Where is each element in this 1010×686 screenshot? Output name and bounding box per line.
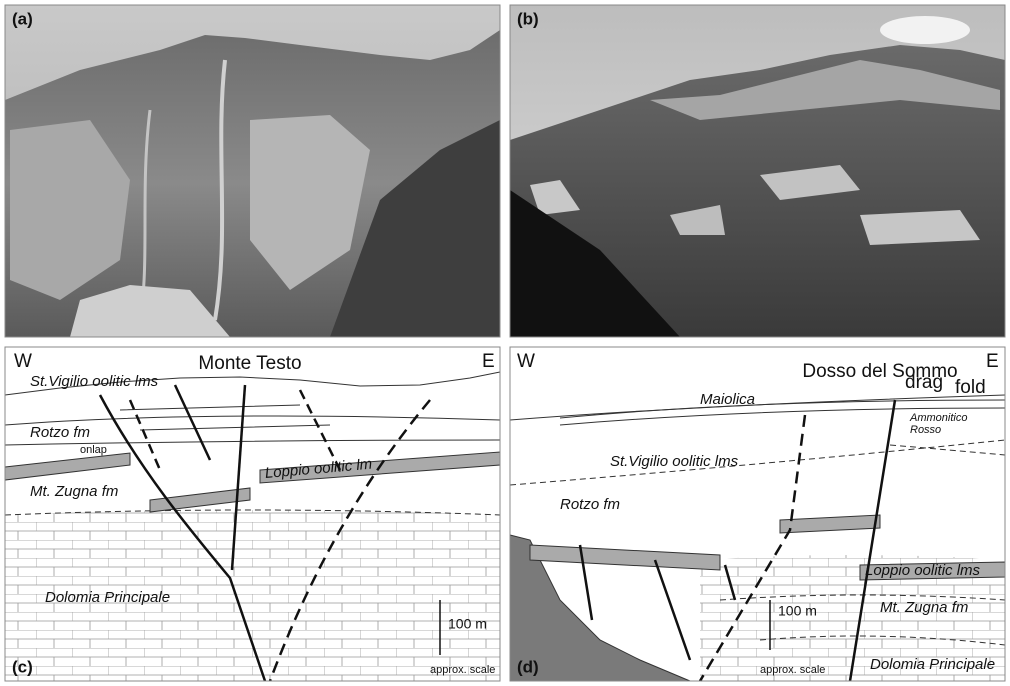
panel-label: (b) <box>517 9 539 28</box>
unit-label: Rotzo fm <box>30 424 90 441</box>
west: W <box>14 351 32 372</box>
unit-label: Mt. Zugna fm <box>30 483 118 500</box>
west: W <box>517 351 535 372</box>
scale-length: 100 m <box>448 616 487 632</box>
unit-label: Dolomia Principale <box>870 656 995 673</box>
unit-label: Rosso <box>910 424 941 436</box>
annotation: fold <box>955 377 986 398</box>
photo-b: (b) <box>510 5 1005 337</box>
unit-label: St.Vigilio oolitic lms <box>610 453 739 470</box>
unit-label: Loppio oolitic lms <box>865 562 981 579</box>
section-c: W Monte Testo E St.Vigilio oolitic lms R… <box>5 347 500 681</box>
panel-label: (c) <box>12 657 33 676</box>
scale-note: approx. scale <box>760 664 825 676</box>
east: E <box>482 351 495 372</box>
unit-label: Mt. Zugna fm <box>880 599 968 616</box>
annotation: drag <box>905 372 943 393</box>
section-title: Monte Testo <box>198 353 301 374</box>
unit-label: Ammonitico <box>909 412 967 424</box>
panel-label: (d) <box>517 657 539 676</box>
unit-label: St.Vigilio oolitic lms <box>30 373 159 390</box>
annotation: onlap <box>80 444 107 456</box>
unit-label: Maiolica <box>700 391 755 408</box>
panel-label: (a) <box>12 9 33 28</box>
unit-label: Dolomia Principale <box>45 589 170 606</box>
scale-length: 100 m <box>778 603 817 619</box>
figure: (a) (b) W Monte Testo E St.Vigilio oolit… <box>0 0 1010 686</box>
east: E <box>986 351 999 372</box>
section-d: W Dosso del Sommo E Maiolica Ammonitico … <box>510 347 1005 681</box>
scale-note: approx. scale <box>430 664 495 676</box>
unit-label: Rotzo fm <box>560 496 620 513</box>
photo-a: (a) <box>5 5 500 337</box>
